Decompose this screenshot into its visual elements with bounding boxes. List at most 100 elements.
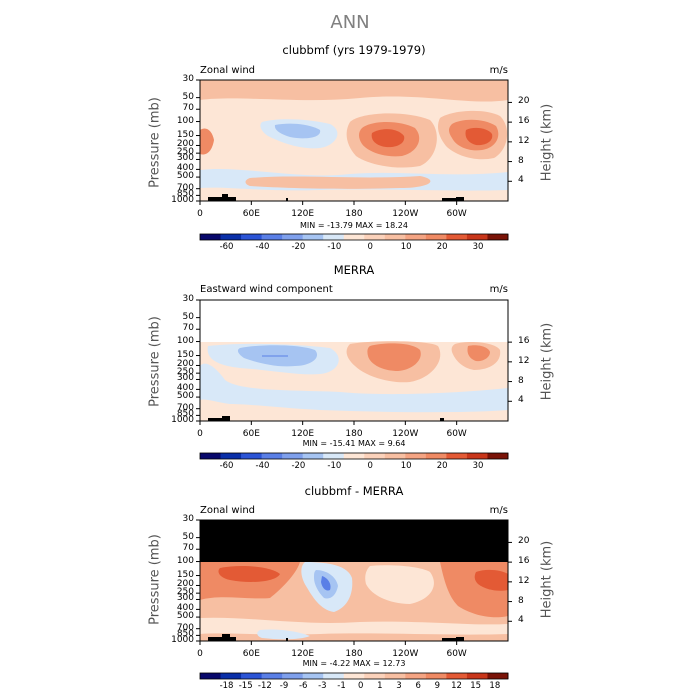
colorbar1-label: -40 bbox=[255, 242, 270, 252]
colorbar2-label: 0 bbox=[367, 461, 373, 471]
panel3-ytick-label: 150 bbox=[176, 569, 194, 580]
colorbar3-label: 18 bbox=[489, 681, 501, 691]
panel3-xtick-label: 180 bbox=[345, 649, 363, 659]
panel3-negative-core bbox=[321, 576, 331, 591]
colorbar2-swatch bbox=[384, 453, 406, 459]
colorbar3-swatch bbox=[405, 673, 427, 679]
panel1-ytick-label: 300 bbox=[176, 153, 194, 164]
colorbar3-label: 15 bbox=[470, 681, 482, 691]
colorbar1-label: -20 bbox=[291, 242, 306, 252]
panel2-xtick-label: 0 bbox=[197, 429, 203, 439]
colorbar2-swatch bbox=[364, 453, 386, 459]
panel2-ytick-label: 30 bbox=[182, 294, 194, 304]
panel3-ytick-label: 50 bbox=[182, 531, 194, 542]
panel3-xtick-label: 120W bbox=[392, 649, 419, 659]
panel2-ytick-label: 400 bbox=[176, 383, 194, 394]
colorbar2-swatch bbox=[302, 453, 324, 459]
panel1-ytick-label: 50 bbox=[182, 91, 194, 102]
colorbar3-swatch bbox=[425, 673, 447, 679]
panel3-units: m/s bbox=[489, 505, 508, 516]
colorbar1-swatch bbox=[323, 234, 345, 240]
panel2-surface-layer bbox=[200, 404, 508, 421]
panel1-xtick-label: 180 bbox=[345, 209, 363, 219]
panel1-ytick-label: 150 bbox=[176, 129, 194, 140]
colorbar1-frame bbox=[199, 233, 509, 241]
colorbar1-label: 20 bbox=[436, 242, 448, 252]
colorbar1-swatch bbox=[364, 234, 386, 240]
panel2-topography-africa bbox=[208, 416, 230, 421]
panel3-height-tick-label: 8 bbox=[518, 595, 524, 606]
colorbar3-label: -6 bbox=[298, 681, 308, 691]
panel3-left-label: Zonal wind bbox=[200, 505, 256, 516]
colorbar1-swatch bbox=[282, 234, 304, 240]
panel1-height-tick-label: 16 bbox=[518, 116, 530, 127]
panel3-topography-africa bbox=[208, 634, 236, 641]
axis-ticks bbox=[196, 79, 512, 645]
panel1-plot bbox=[199, 79, 509, 202]
panel2-plot bbox=[199, 299, 509, 422]
panel3-height-tick-label: 20 bbox=[518, 536, 530, 547]
panel2-height-tick-label: 12 bbox=[518, 355, 530, 366]
colorbar2-frame bbox=[199, 452, 509, 460]
panel1-height-tick-label: 8 bbox=[518, 155, 524, 166]
panel3-ytick-label: 100 bbox=[176, 555, 194, 566]
panel2-xtick-label: 60E bbox=[242, 429, 260, 439]
panel1-ytick-label: 500 bbox=[176, 171, 194, 182]
panel3-ytick-label: 400 bbox=[176, 603, 194, 614]
panel2-height-tick-label: 16 bbox=[518, 336, 530, 347]
colorbar3-label: -15 bbox=[238, 681, 253, 691]
panel2-ytick-label: 700 bbox=[176, 402, 194, 413]
panel1-ytick-label: 30 bbox=[182, 74, 194, 84]
colorbar3-label: 0 bbox=[357, 681, 364, 691]
panel1-minmax: MIN = -13.79 MAX = 18.24 bbox=[300, 221, 408, 230]
colorbar3-swatch bbox=[323, 673, 345, 679]
colorbar2-swatch bbox=[466, 453, 488, 459]
panel2-title: MERRA bbox=[333, 263, 375, 277]
panel3-ytick-label: 300 bbox=[176, 593, 194, 604]
colorbar2-swatch bbox=[446, 453, 468, 459]
panel3-ytick-label: 700 bbox=[176, 622, 194, 633]
colorbar3-swatch bbox=[261, 673, 283, 679]
panel3-diff-east-core bbox=[474, 569, 508, 591]
colorbar1-swatch bbox=[220, 234, 242, 240]
panel1-xtick-label: 120W bbox=[392, 209, 419, 219]
panel2-xtick-label: 120W bbox=[392, 429, 419, 439]
panel3-ytick-label: 850 bbox=[176, 629, 194, 640]
colorbar1-label: -60 bbox=[219, 242, 234, 252]
panel3-xtick-label: 60E bbox=[242, 649, 260, 659]
panel1-xtick-label: 60E bbox=[242, 209, 260, 219]
panel1-left-label: Zonal wind bbox=[200, 65, 256, 76]
panel1-lower-westerly bbox=[245, 176, 431, 189]
panel2-xtick-label: 180 bbox=[345, 429, 363, 439]
panel2-ytick-label: 850 bbox=[176, 409, 194, 420]
colorbar1-swatch bbox=[302, 234, 324, 240]
panel1-height-tick-label: 12 bbox=[518, 135, 530, 146]
colorbar2-swatch bbox=[261, 453, 283, 459]
panel3-topography-andes bbox=[442, 637, 464, 641]
colorbar1-swatch bbox=[200, 234, 222, 240]
colorbar3-label: 6 bbox=[415, 681, 421, 691]
panel3-xtick-label: 120E bbox=[291, 649, 315, 659]
panel1-easterly-core bbox=[274, 123, 321, 139]
colorbar3-label: -1 bbox=[337, 681, 346, 691]
panel2-ytick-label: 150 bbox=[176, 349, 194, 360]
colorbar3-label: 12 bbox=[451, 681, 462, 691]
panel3-minmax: MIN = -4.22 MAX = 12.73 bbox=[302, 659, 406, 668]
colorbar1-swatch bbox=[384, 234, 406, 240]
panel1-topography-island bbox=[286, 198, 288, 201]
panel2-jet-60w-core bbox=[467, 345, 490, 362]
panel1-ytick-label: 200 bbox=[176, 139, 194, 150]
colorbar2-swatch bbox=[405, 453, 427, 459]
panel1-jet-180-core bbox=[371, 129, 405, 148]
colorbar2-swatch bbox=[282, 453, 304, 459]
colorbar3-label: 9 bbox=[434, 681, 441, 691]
panel3-plot bbox=[199, 519, 509, 642]
colorbar3-swatch bbox=[241, 673, 263, 679]
panel1-xtick-label: 120E bbox=[291, 209, 315, 219]
panel3-lower-negative bbox=[257, 629, 310, 640]
panel1-jet-0-edge bbox=[200, 128, 214, 155]
colorbar2-swatch bbox=[487, 453, 509, 459]
panel3-masked-region bbox=[200, 520, 508, 562]
colorbar1-swatch bbox=[466, 234, 488, 240]
colorbar2-label: 30 bbox=[472, 461, 484, 471]
